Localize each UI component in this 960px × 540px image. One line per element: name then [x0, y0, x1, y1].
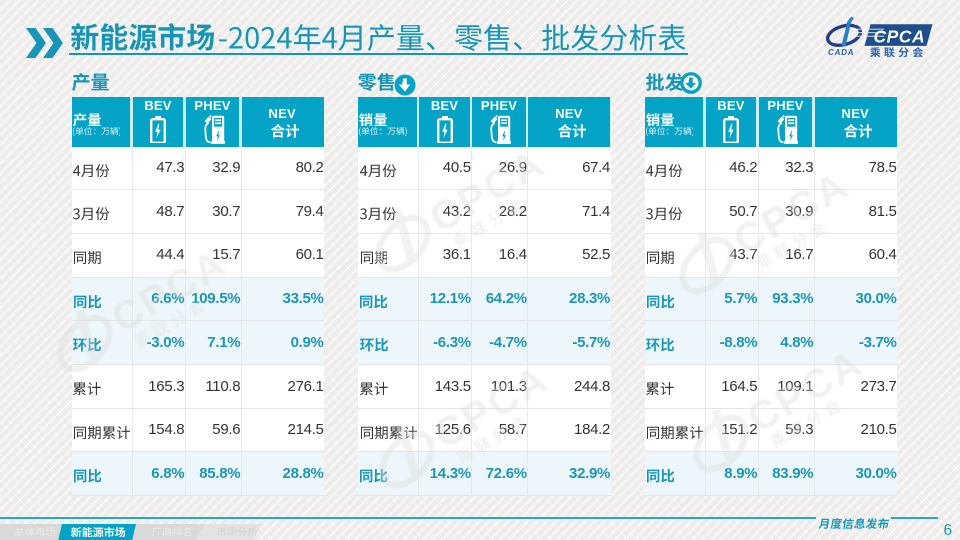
svg-text:CPCA: CPCA	[874, 27, 926, 47]
svg-text:CADA: CADA	[828, 48, 854, 57]
